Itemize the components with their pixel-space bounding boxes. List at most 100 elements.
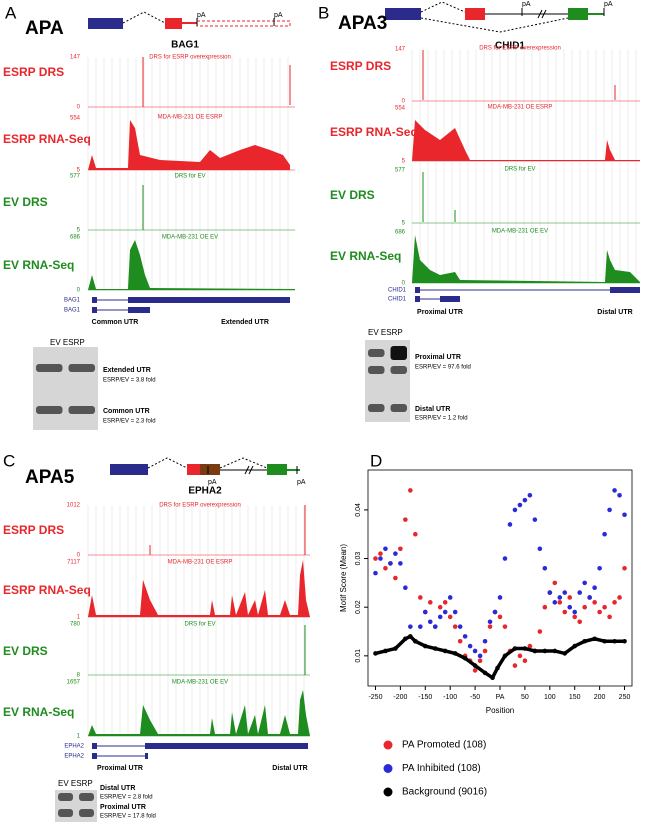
isoform-label: BAG1 bbox=[64, 298, 81, 304]
isoform-label: BAG1 bbox=[64, 308, 81, 314]
data-point bbox=[582, 638, 587, 644]
data-point bbox=[467, 643, 473, 649]
band-name: Distal UTR bbox=[415, 406, 450, 413]
data-point bbox=[572, 614, 578, 620]
track-signal bbox=[88, 120, 290, 170]
band-name: Common UTR bbox=[103, 408, 150, 415]
data-point bbox=[422, 643, 428, 649]
data-point bbox=[547, 590, 553, 595]
utr-label: Common UTR bbox=[92, 319, 139, 326]
x-tick-label: 100 bbox=[544, 694, 556, 701]
track-scale: 5 bbox=[402, 159, 406, 165]
isoform-exon bbox=[128, 307, 150, 313]
track-caption: DRS for EV bbox=[504, 167, 535, 173]
data-point bbox=[437, 614, 443, 620]
y-axis-label: Motif Score (Mean) bbox=[339, 544, 348, 612]
data-point bbox=[542, 648, 548, 654]
track-caption: DRS for EV bbox=[174, 174, 205, 180]
isoform-exon bbox=[128, 297, 290, 303]
track-scale: 686 bbox=[395, 230, 406, 236]
gel-band bbox=[36, 406, 63, 414]
panel-letter: C bbox=[3, 451, 15, 470]
gene-model-c bbox=[110, 457, 300, 475]
data-point bbox=[612, 638, 617, 644]
legend-label: PA Promoted (108) bbox=[402, 740, 486, 751]
data-point bbox=[418, 624, 423, 629]
track-scale: 780 bbox=[70, 622, 81, 628]
series-line bbox=[375, 634, 625, 681]
track-scale: 5 bbox=[77, 228, 81, 234]
data-point bbox=[388, 561, 393, 566]
x-tick-label: PA bbox=[496, 694, 505, 701]
pa-mark: pA bbox=[604, 1, 613, 8]
band-fold: ESRP/EV = 2.3 fold bbox=[103, 419, 156, 425]
data-point bbox=[422, 609, 428, 615]
data-point bbox=[442, 609, 448, 615]
data-point bbox=[612, 600, 617, 605]
x-tick-label: 50 bbox=[521, 694, 529, 701]
gene-model-b bbox=[385, 1, 605, 33]
gel-band bbox=[368, 366, 385, 374]
isoform-exon bbox=[610, 287, 640, 293]
x-tick-label: -200 bbox=[393, 694, 407, 701]
data-point bbox=[557, 595, 563, 600]
track-caption: MDA-MB-231 OE ESRP bbox=[158, 115, 223, 121]
data-point bbox=[617, 492, 622, 498]
data-point bbox=[408, 488, 413, 493]
gel-image bbox=[33, 347, 98, 430]
panel-title: APA3 bbox=[338, 13, 387, 34]
data-point bbox=[562, 609, 568, 615]
data-point bbox=[527, 643, 533, 649]
track-signal bbox=[88, 690, 310, 736]
data-point bbox=[442, 600, 448, 605]
data-point bbox=[373, 556, 378, 561]
data-point bbox=[577, 619, 582, 625]
track-scale: 5 bbox=[77, 168, 81, 174]
data-point bbox=[502, 624, 508, 629]
data-point bbox=[457, 624, 463, 629]
track-scale: 554 bbox=[395, 106, 406, 112]
track-label: ESRP DRS bbox=[330, 59, 391, 73]
x-tick-label: -100 bbox=[443, 694, 457, 701]
data-point bbox=[537, 629, 543, 634]
track-signal bbox=[88, 560, 310, 617]
data-point bbox=[562, 590, 568, 595]
track-scale: 5 bbox=[402, 221, 406, 227]
data-point bbox=[502, 653, 508, 659]
plot-frame bbox=[367, 469, 633, 687]
track-scale: 147 bbox=[70, 55, 81, 61]
x-tick-label: 150 bbox=[569, 694, 581, 701]
data-point bbox=[447, 595, 453, 600]
data-point bbox=[413, 638, 418, 644]
gel-band bbox=[79, 793, 94, 801]
isoform-label: EPHA2 bbox=[64, 754, 84, 760]
data-point bbox=[602, 604, 607, 610]
utr-label: Proximal UTR bbox=[97, 765, 143, 772]
data-point bbox=[383, 546, 388, 552]
data-point bbox=[432, 624, 438, 629]
data-point bbox=[577, 590, 582, 595]
data-point bbox=[418, 595, 423, 600]
gel-lanes: EV ESRP bbox=[58, 779, 93, 788]
data-point bbox=[512, 646, 518, 651]
isoform-label: CHID1 bbox=[388, 297, 407, 303]
data-point bbox=[462, 655, 468, 661]
data-point bbox=[517, 653, 523, 659]
isoform-label: EPHA2 bbox=[64, 744, 84, 750]
data-point bbox=[482, 648, 488, 654]
data-point bbox=[393, 575, 398, 581]
gene-model-a bbox=[88, 11, 291, 29]
track-scale: 0 bbox=[402, 99, 406, 105]
band-name: Distal UTR bbox=[100, 785, 135, 792]
data-point bbox=[617, 595, 622, 600]
band-fold: ESRP/EV = 3.8 fold bbox=[103, 378, 156, 384]
data-point bbox=[552, 580, 558, 586]
data-point bbox=[373, 651, 378, 656]
data-point bbox=[567, 604, 573, 610]
track-signal bbox=[412, 235, 640, 283]
band-name: Extended UTR bbox=[103, 367, 151, 374]
isoform-exon bbox=[145, 753, 148, 759]
utr-label: Distal UTR bbox=[597, 309, 632, 316]
data-point bbox=[572, 643, 578, 649]
